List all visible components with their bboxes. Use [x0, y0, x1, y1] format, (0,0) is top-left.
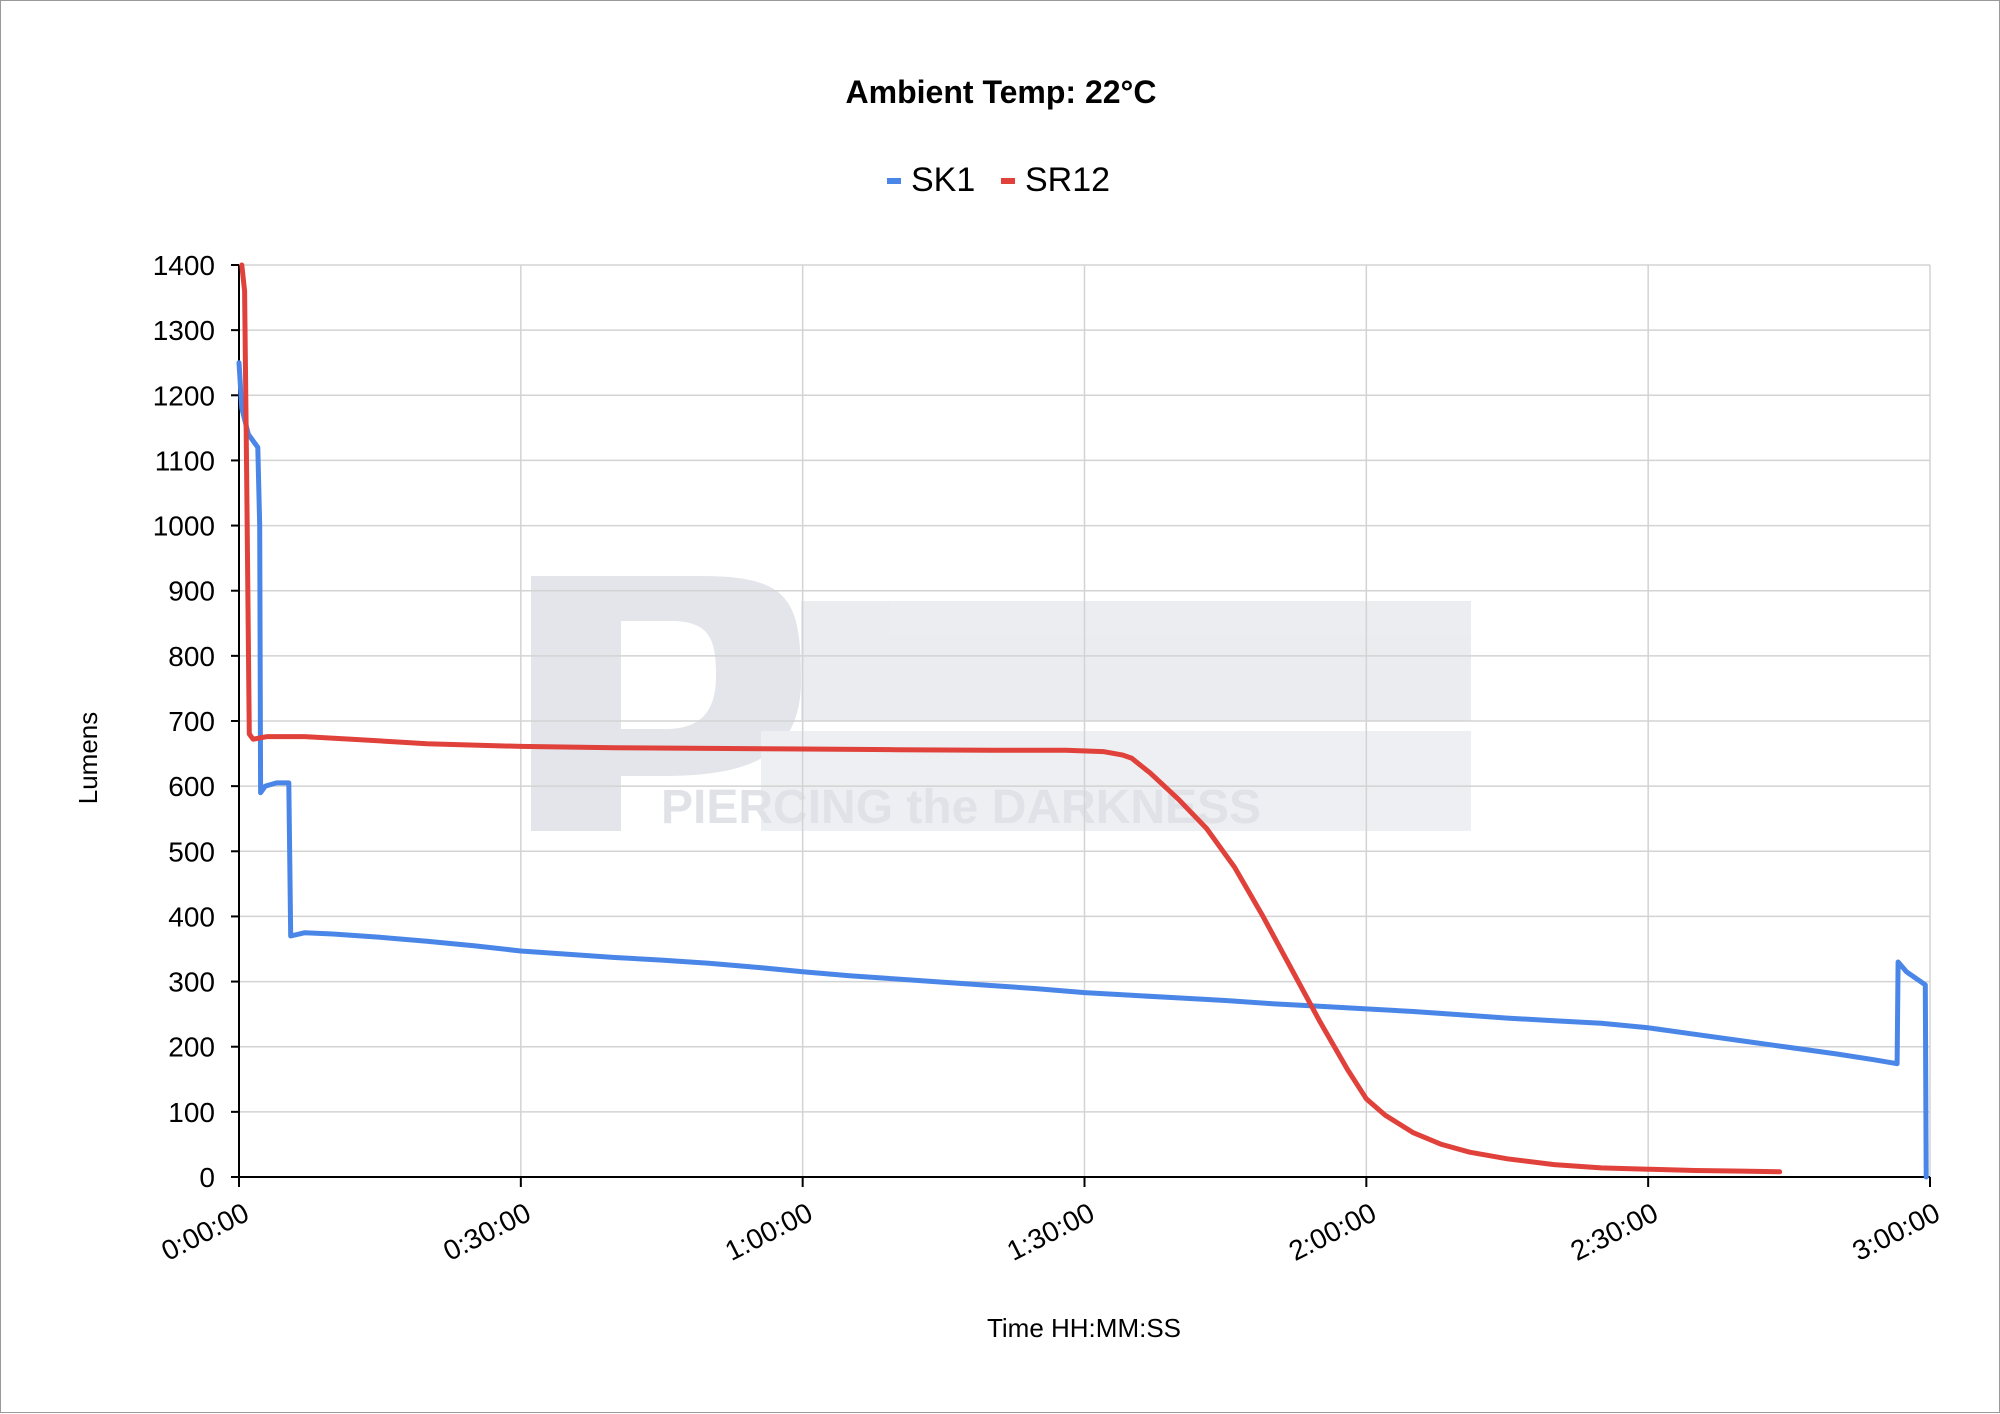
- y-tick-label: 0: [199, 1162, 215, 1193]
- x-tick-label: 0:30:00: [438, 1197, 535, 1267]
- gridlines: [238, 264, 1931, 1178]
- y-axis-title: Lumens: [73, 712, 103, 805]
- x-axis-ticks: 0:00:00 0:30:00 1:00:00 1:30:00 2:00:00 2:30:…: [156, 1177, 1945, 1267]
- legend-label-sk1: SK1: [911, 161, 975, 199]
- x-tick-label: 3:00:00: [1847, 1197, 1944, 1267]
- y-axis-ticks: 0 100 200 300 400 500 600 700 800 900 1000 1100 1200…: [153, 250, 239, 1193]
- x-tick-label: 2:30:00: [1566, 1197, 1663, 1267]
- watermark-text: PIERCING the DARKNESS: [661, 781, 1261, 834]
- legend-swatch-sr12: [1001, 178, 1015, 184]
- y-tick-label: 400: [168, 901, 215, 932]
- y-tick-label: 1200: [153, 380, 215, 411]
- y-tick-label: 900: [168, 576, 215, 607]
- series-line-sk1: [236, 360, 1929, 1180]
- x-tick-label: 1:00:00: [720, 1197, 817, 1267]
- y-tick-label: 1400: [153, 250, 215, 281]
- y-tick-label: 100: [168, 1097, 215, 1128]
- x-tick-label: 0:00:00: [156, 1197, 253, 1267]
- x-tick-label: 2:00:00: [1284, 1197, 1381, 1267]
- chart-title: Ambient Temp: 22°C: [846, 74, 1157, 110]
- y-tick-label: 500: [168, 836, 215, 867]
- x-axis-title: Time HH:MM:SS: [987, 1313, 1181, 1343]
- series-line-sr12: [239, 262, 1783, 1175]
- y-tick-label: 700: [168, 706, 215, 737]
- watermark-logo: PIERCING the DARKNESS: [531, 576, 1471, 834]
- series-lines: [236, 262, 1929, 1180]
- legend-label-sr12: SR12: [1025, 161, 1110, 199]
- legend-swatch-sk1: [887, 178, 901, 184]
- y-tick-label: 1100: [155, 445, 215, 476]
- y-tick-label: 300: [168, 967, 215, 998]
- x-tick-label: 1:30:00: [1002, 1197, 1099, 1267]
- y-tick-label: 800: [168, 641, 215, 672]
- y-tick-label: 1300: [153, 315, 215, 346]
- y-tick-label: 200: [168, 1032, 215, 1063]
- y-tick-label: 600: [168, 771, 215, 802]
- legend: SK1 SR12: [887, 161, 1110, 199]
- y-tick-label: 1000: [153, 511, 215, 542]
